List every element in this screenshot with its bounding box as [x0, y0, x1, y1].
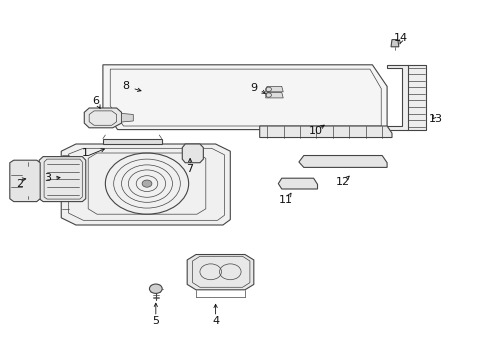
Polygon shape	[182, 144, 203, 163]
Polygon shape	[391, 40, 399, 47]
Polygon shape	[260, 126, 392, 138]
Polygon shape	[84, 108, 122, 128]
Text: 2: 2	[16, 179, 23, 189]
Circle shape	[149, 284, 162, 293]
Polygon shape	[187, 255, 254, 290]
Polygon shape	[407, 65, 426, 130]
Polygon shape	[122, 113, 133, 122]
Polygon shape	[10, 160, 40, 202]
Polygon shape	[299, 156, 387, 167]
Polygon shape	[61, 144, 230, 225]
Text: 9: 9	[250, 83, 257, 93]
Text: 7: 7	[187, 164, 194, 174]
Polygon shape	[103, 139, 162, 144]
Text: 12: 12	[336, 177, 350, 187]
Polygon shape	[39, 157, 86, 202]
Text: 14: 14	[394, 33, 408, 43]
Polygon shape	[387, 65, 408, 130]
Circle shape	[142, 180, 152, 187]
Polygon shape	[103, 65, 387, 130]
Text: 4: 4	[212, 316, 219, 326]
Text: 1: 1	[82, 148, 89, 158]
Polygon shape	[278, 178, 318, 189]
Text: 10: 10	[309, 126, 323, 136]
Text: 6: 6	[92, 96, 99, 106]
Text: 5: 5	[152, 316, 159, 326]
Text: 8: 8	[122, 81, 129, 91]
Text: 3: 3	[45, 173, 51, 183]
Text: 13: 13	[429, 114, 443, 124]
Polygon shape	[266, 93, 283, 98]
Polygon shape	[266, 86, 283, 92]
Text: 11: 11	[279, 195, 293, 205]
